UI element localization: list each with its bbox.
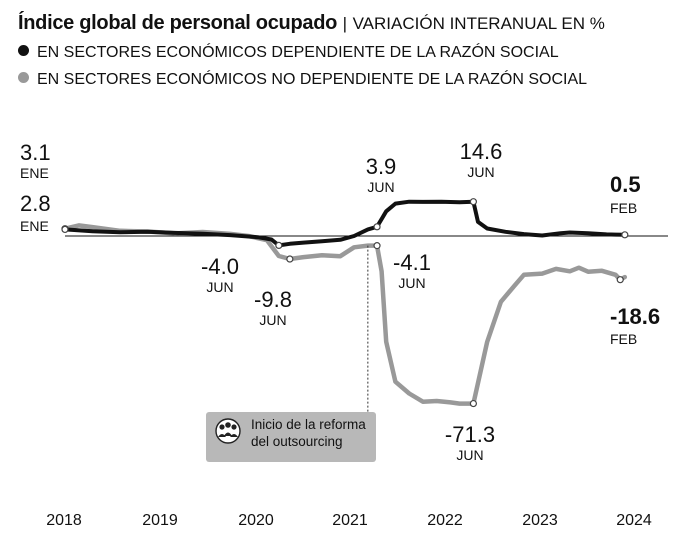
x-tick-label-2022: 2022 [427,512,463,529]
data-point-2.8 [61,225,69,234]
data-label-month: ENE [20,218,49,234]
legend-dot-gray-icon [18,72,29,83]
legend-label-no-dependiente: EN SECTORES ECONÓMICOS NO DEPENDIENTE DE… [37,71,588,88]
reform-annotation-text: Inicio de la reforma [251,417,366,432]
series-line-dependiente [63,199,627,248]
data-label-month: ENE [20,165,49,181]
data-label-month: JUN [206,279,233,295]
data-label-month: JUN [259,312,286,328]
data-point-14.6 [469,198,477,206]
data-label-value: -71.3 [445,422,495,447]
legend-item-dependiente: EN SECTORES ECONÓMICOS DEPENDIENTE DE LA… [18,44,688,62]
data-point--9.8 [286,255,294,263]
data-label-value: 3.9 [366,154,397,179]
x-tick-label-2023: 2023 [522,512,558,529]
data-point-3.9 [373,223,381,231]
x-tick-label-2024: 2024 [616,512,652,529]
x-tick-label-2021: 2021 [332,512,368,529]
data-label-value: 14.6 [460,139,503,164]
legend-dot-black-icon [18,45,29,56]
data-point-0.5 [621,231,629,239]
x-tick-label-2020: 2020 [238,512,274,529]
data-label-month: JUN [398,275,425,291]
chart-header: Índice global de personal ocupado | VARI… [18,12,688,89]
data-label-month: FEB [610,200,637,216]
title-row: Índice global de personal ocupado | VARI… [18,12,688,35]
data-label-value: -9.8 [254,287,292,312]
legend-label-dependiente: EN SECTORES ECONÓMICOS DEPENDIENTE DE LA… [37,44,559,61]
x-tick-label-2019: 2019 [142,512,178,529]
data-label-month: JUN [467,164,494,180]
reform-annotation-box [206,412,376,462]
data-label-month: JUN [456,447,483,463]
data-label-value: -4.1 [393,250,431,275]
people-group-icon [215,418,241,444]
data-label-value: -4.0 [201,254,239,279]
data-point--4.1 [373,242,381,250]
data-label-value: 2.8 [20,191,51,216]
data-label-value: 0.5 [610,172,641,197]
chart-subtitle: VARIACIÓN INTERANUAL EN % [352,14,605,33]
reform-annotation-text: del outsourcing [251,434,343,449]
data-label-month: JUN [367,179,394,195]
data-point--71.3 [469,399,477,408]
chart-title: Índice global de personal ocupado [18,12,338,34]
data-point--18.6 [616,276,624,284]
data-point--4.0 [275,241,283,249]
data-label-value: -18.6 [610,304,660,329]
data-label-value: 3.1 [20,140,51,165]
title-separator: | [342,14,348,33]
series-line-no-dependiente [62,223,628,406]
data-label-month: FEB [610,331,637,347]
legend-item-no-dependiente: EN SECTORES ECONÓMICOS NO DEPENDIENTE DE… [18,71,688,89]
x-tick-label-2018: 2018 [46,512,82,529]
